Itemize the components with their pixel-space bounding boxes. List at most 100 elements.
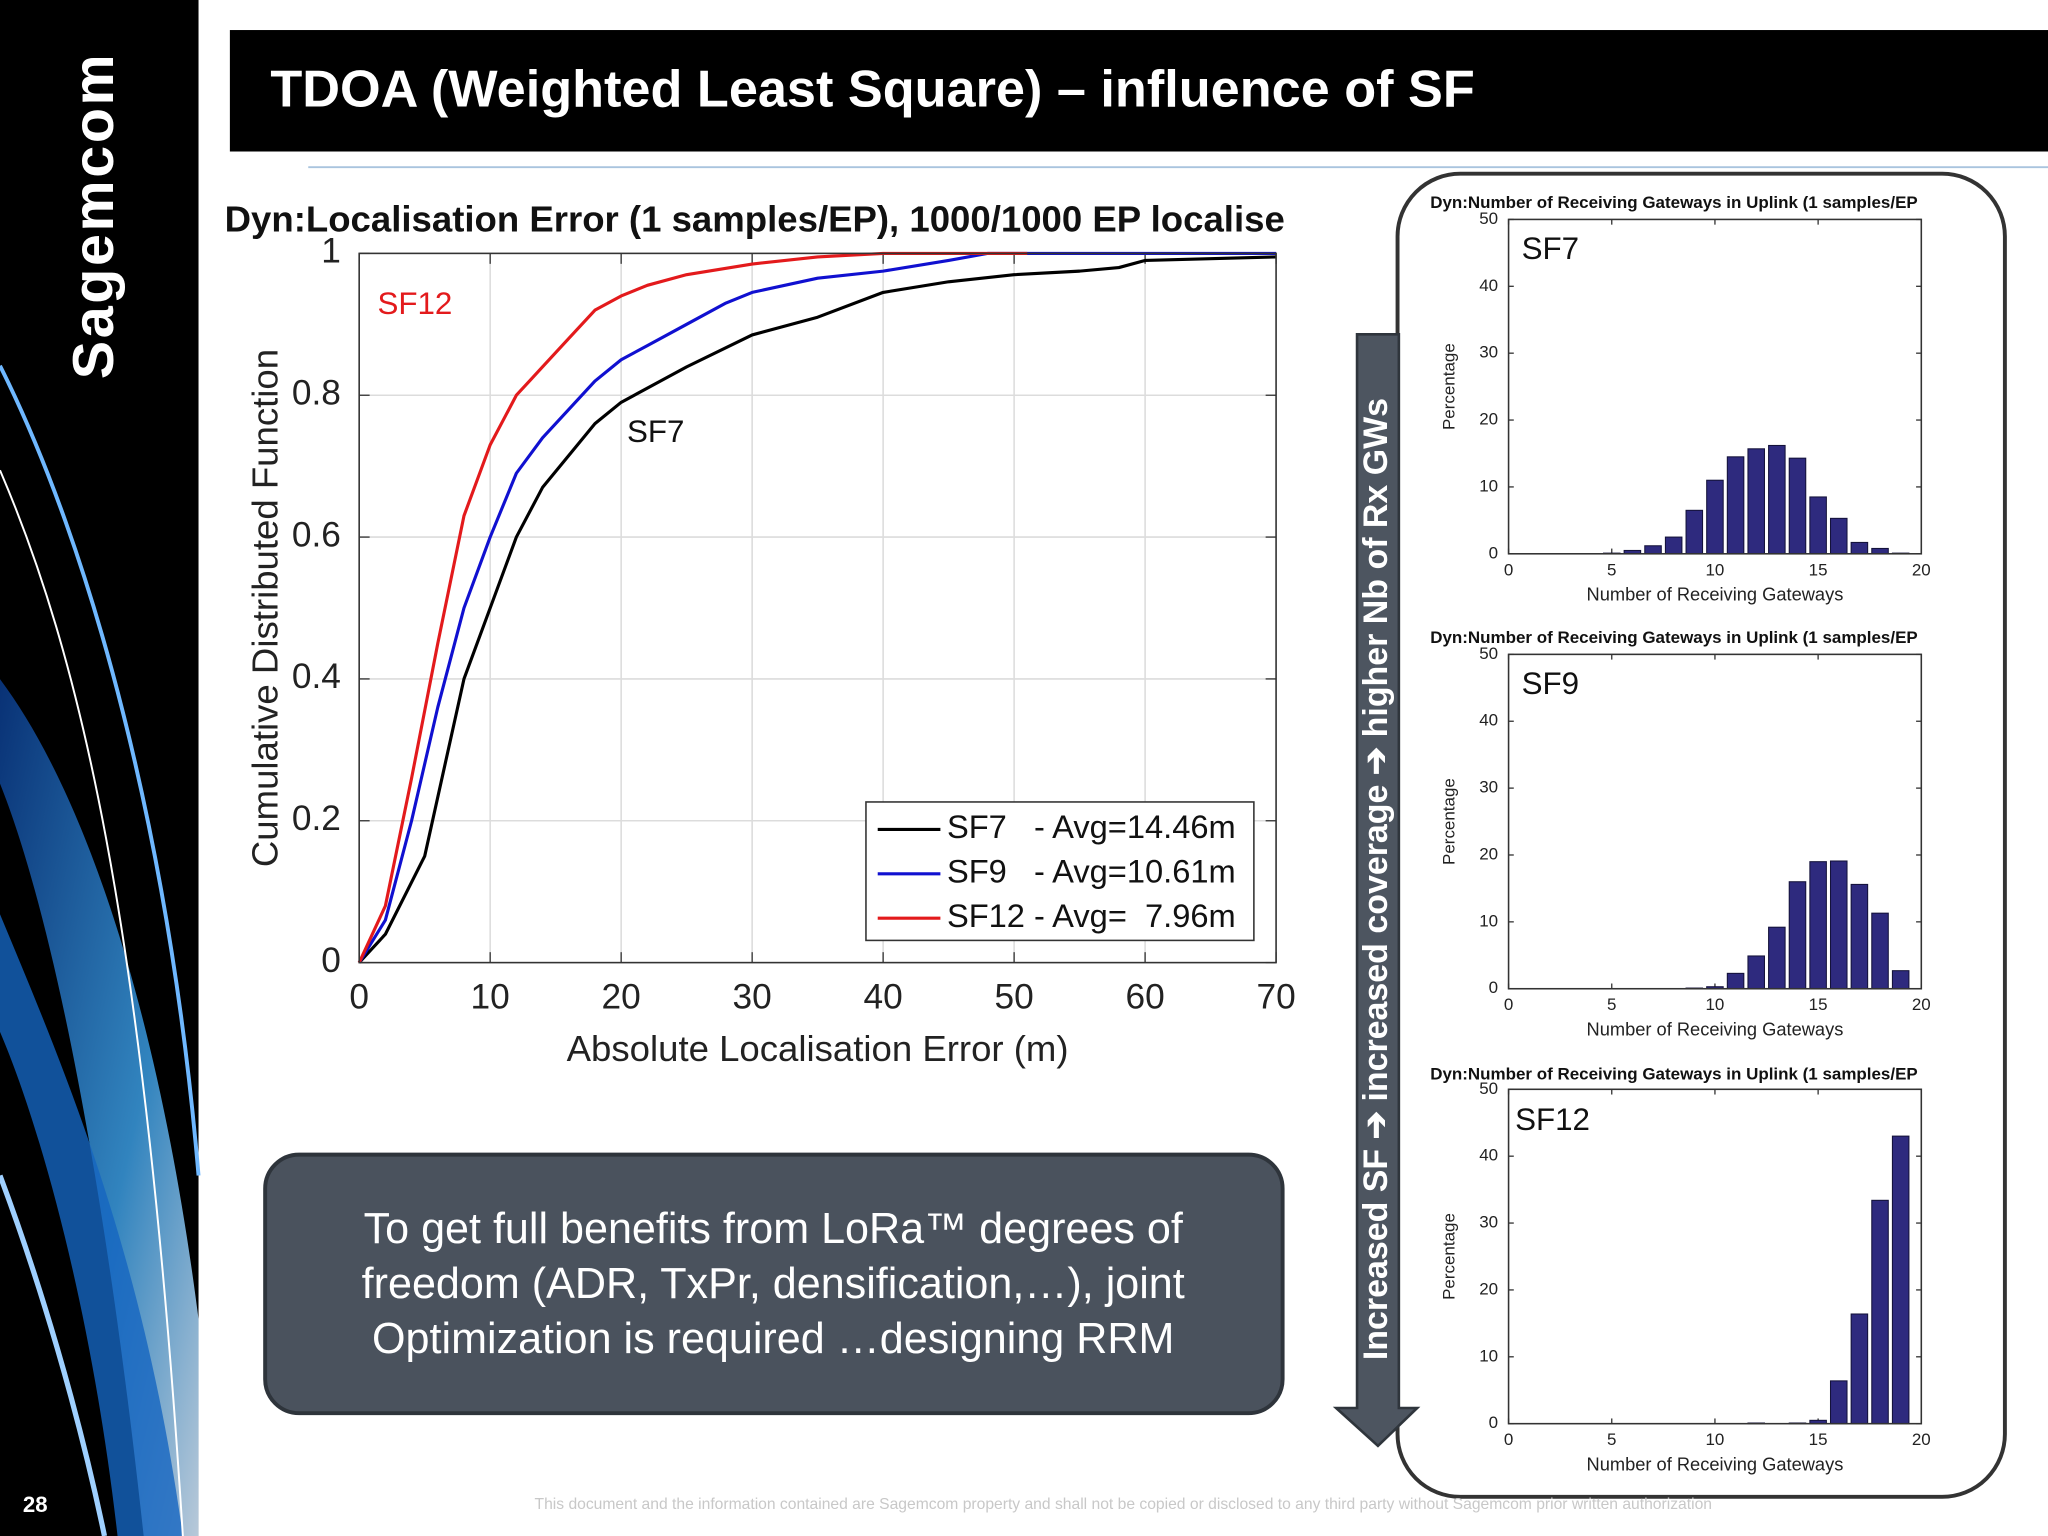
plot-frame [1507, 653, 1923, 990]
y-tick-label: 10 [1479, 1346, 1498, 1365]
annotation: SF7 [627, 414, 684, 449]
series-line [358, 255, 1277, 964]
bar [1891, 1135, 1910, 1425]
y-tick-label: 10 [1479, 476, 1498, 495]
note-line: freedom (ADR, TxPr, densification,…), jo… [362, 1260, 1185, 1308]
legend-label: SF12 - Avg= 7.96m [947, 897, 1236, 934]
bar [1850, 883, 1869, 990]
annotation: SF7 [1522, 231, 1579, 266]
bar [1768, 444, 1786, 555]
x-axis-label: Number of Receiving Gateways [1587, 1453, 1844, 1474]
y-tick-label: 0 [1489, 978, 1498, 997]
bar [1871, 912, 1889, 990]
bar [1788, 881, 1807, 990]
y-tick-label: 50 [1479, 1079, 1498, 1098]
x-tick-label: 40 [864, 977, 903, 1016]
y-axis-label: Cumulative Distributed Function [244, 349, 285, 867]
plot-frame [358, 252, 1277, 964]
bar [1829, 517, 1848, 555]
y-axis-label: Percentage [1439, 343, 1458, 430]
annotation: SF12 [1515, 1102, 1590, 1137]
y-tick-label: 10 [1479, 911, 1498, 930]
y-tick-label: 20 [1479, 410, 1498, 429]
x-tick-label: 20 [602, 977, 641, 1016]
title-bar [229, 30, 2048, 152]
bar [1644, 545, 1662, 555]
page-number: 28 [23, 1492, 48, 1517]
note-line: Optimization is required …designing RRM [372, 1315, 1174, 1363]
x-tick-label: 20 [1912, 560, 1931, 579]
chart-title: Dyn:Number of Receiving Gateways in Upli… [1430, 1064, 1918, 1083]
bar [1726, 972, 1745, 990]
y-tick-label: 0.2 [292, 799, 341, 838]
x-tick-label: 15 [1809, 560, 1828, 579]
bar [1664, 536, 1683, 555]
x-tick-label: 70 [1256, 977, 1295, 1016]
plot-frame [1507, 218, 1923, 555]
bar [1788, 457, 1807, 555]
bar [1747, 448, 1765, 555]
x-tick-label: 15 [1809, 1430, 1828, 1449]
x-tick-label: 20 [1912, 995, 1931, 1014]
y-tick-label: 0.8 [292, 374, 341, 413]
x-tick-label: 60 [1125, 977, 1164, 1016]
annotation: SF12 [377, 286, 452, 321]
y-tick-label: 30 [1479, 1213, 1498, 1232]
x-tick-label: 0 [349, 977, 369, 1016]
y-axis-label: Percentage [1439, 778, 1458, 865]
x-axis-label: Number of Receiving Gateways [1587, 1018, 1844, 1039]
x-tick-label: 0 [1504, 995, 1513, 1014]
bar [1850, 1313, 1869, 1425]
chart-title: Dyn:Localisation Error (1 samples/EP), 1… [225, 199, 1285, 240]
note-line: To get full benefits from LoRa™ degrees … [364, 1205, 1184, 1253]
bar [1871, 547, 1889, 555]
y-tick-label: 20 [1479, 1279, 1498, 1298]
bar [1871, 1199, 1889, 1425]
coverage-arrow [1332, 333, 1421, 1448]
chart-title: Dyn:Number of Receiving Gateways in Upli… [1430, 628, 1918, 647]
x-tick-label: 20 [1912, 1430, 1931, 1449]
note-box [263, 1152, 1285, 1416]
logo: Sagemcom [62, 52, 126, 379]
x-tick-label: 30 [733, 977, 772, 1016]
y-tick-label: 20 [1479, 844, 1498, 863]
x-tick-label: 5 [1607, 995, 1616, 1014]
y-tick-label: 40 [1479, 711, 1498, 730]
bar [1829, 1380, 1848, 1425]
y-tick-label: 50 [1479, 209, 1498, 228]
plot-frame [1507, 1088, 1923, 1425]
y-axis-label: Percentage [1439, 1213, 1458, 1300]
x-tick-label: 10 [1706, 560, 1725, 579]
y-tick-label: 50 [1479, 644, 1498, 663]
legend-label: SF9 - Avg=10.61m [947, 852, 1236, 889]
series-line [357, 251, 1028, 964]
x-tick-label: 50 [995, 977, 1034, 1016]
y-tick-label: 40 [1479, 276, 1498, 295]
side-swirl [0, 364, 201, 1536]
y-tick-label: 0 [1489, 543, 1498, 562]
x-axis-label: Number of Receiving Gateways [1587, 583, 1844, 604]
bar [1809, 496, 1827, 555]
y-tick-label: 1 [321, 232, 341, 271]
legend-label: SF7 - Avg=14.46m [947, 808, 1236, 845]
slide-title: TDOA (Weighted Least Square) – influence… [270, 61, 1474, 119]
footer: This document and the information contai… [535, 1496, 1712, 1513]
x-tick-label: 0 [1504, 560, 1513, 579]
bar [1891, 970, 1910, 990]
series-line [357, 251, 1277, 964]
charts: 0 10 20 30 40 50 60 7000.20.40.60.81Dyn:Localis… [225, 193, 1931, 1474]
y-tick-label: 0 [1489, 1413, 1498, 1432]
annotation: SF9 [1522, 666, 1579, 701]
bar [1747, 955, 1765, 990]
chart-title: Dyn:Number of Receiving Gateways in Upli… [1430, 193, 1918, 212]
y-tick-label: 30 [1479, 343, 1498, 362]
x-axis-label: Absolute Localisation Error (m) [567, 1028, 1069, 1069]
bar [1850, 541, 1869, 555]
bar [1768, 926, 1786, 990]
y-tick-label: 30 [1479, 778, 1498, 797]
y-tick-label: 0.4 [292, 657, 341, 696]
bar [1706, 479, 1724, 555]
x-tick-label: 10 [1706, 995, 1725, 1014]
